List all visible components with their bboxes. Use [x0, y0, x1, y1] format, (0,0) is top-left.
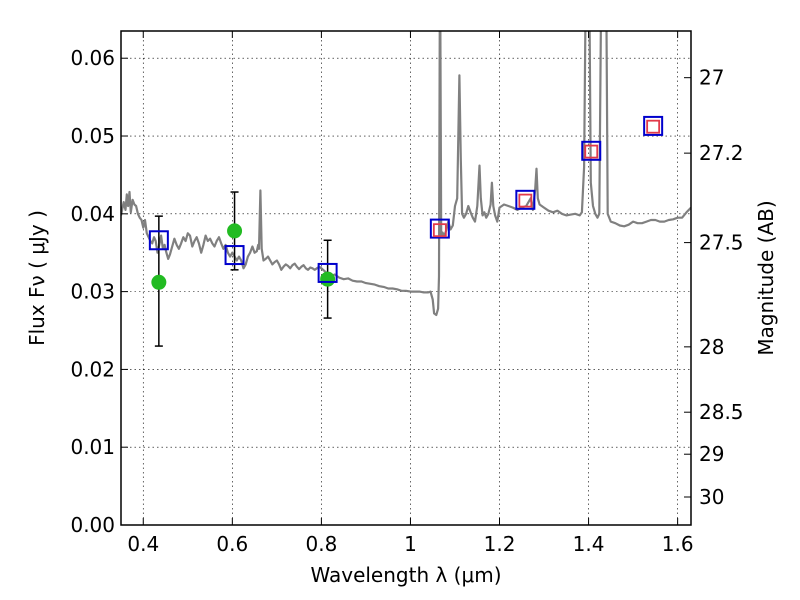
model-photometry-marker	[643, 115, 664, 136]
nir-photometry-marker	[432, 223, 447, 238]
model-photometry-marker	[317, 262, 338, 283]
y-tick-label: 0.04	[70, 202, 115, 226]
x-tick-label: 1.6	[662, 532, 694, 556]
x-tick-label: 1.2	[484, 532, 516, 556]
x-tick-label: 1	[404, 532, 417, 556]
model-photometry-marker	[581, 140, 602, 161]
model-photometry-marker	[429, 218, 450, 239]
x-tick-label: 0.6	[216, 532, 248, 556]
nir-photometry-marker	[518, 193, 533, 208]
y-tick-label: 0.00	[70, 513, 115, 537]
model-sed-line	[121, 31, 691, 317]
y-tick-label: 0.01	[70, 435, 115, 459]
x-axis-label: Wavelength λ (μm)	[310, 563, 501, 587]
observed-flux-point	[320, 271, 336, 287]
model-photometry-marker	[224, 245, 245, 266]
y-tick-label: 0.02	[70, 357, 115, 381]
series-layer	[121, 31, 691, 347]
observed-flux-point	[227, 223, 243, 239]
model-photometry-marker	[148, 230, 169, 251]
y-tick-label: 0.05	[70, 124, 115, 148]
plot-content	[121, 31, 691, 347]
right-tick-label: 28	[699, 335, 724, 359]
nir-photometry-marker	[584, 144, 599, 159]
observed-flux-point	[151, 274, 167, 290]
x-tick-label: 0.8	[305, 532, 337, 556]
right-tick-label: 27.2	[699, 141, 744, 165]
right-tick-label: 27	[699, 66, 724, 90]
x-tick-label: 0.4	[127, 532, 159, 556]
right-tick-label: 30	[699, 485, 724, 509]
y-axis-label-left: Flux Fν ( μJy )	[25, 210, 49, 346]
y-tick-label: 0.06	[70, 46, 115, 70]
right-tick-label: 29	[699, 442, 724, 466]
y-axis-label-right: Magnitude (AB)	[754, 200, 778, 355]
model-photometry-marker	[515, 189, 536, 210]
nir-photometry-marker	[646, 119, 661, 134]
plot-frame	[120, 30, 692, 526]
right-tick-label: 27.5	[699, 231, 744, 255]
axis-ticks: 0.4 0.6 0.8 1 1.2 1.4 1.6 0.00 0.01 0.02 0.03 0.04 0…	[70, 31, 744, 556]
x-tick-label: 1.4	[573, 532, 605, 556]
right-tick-label: 28.5	[699, 400, 744, 424]
y-tick-label: 0.03	[70, 280, 115, 304]
